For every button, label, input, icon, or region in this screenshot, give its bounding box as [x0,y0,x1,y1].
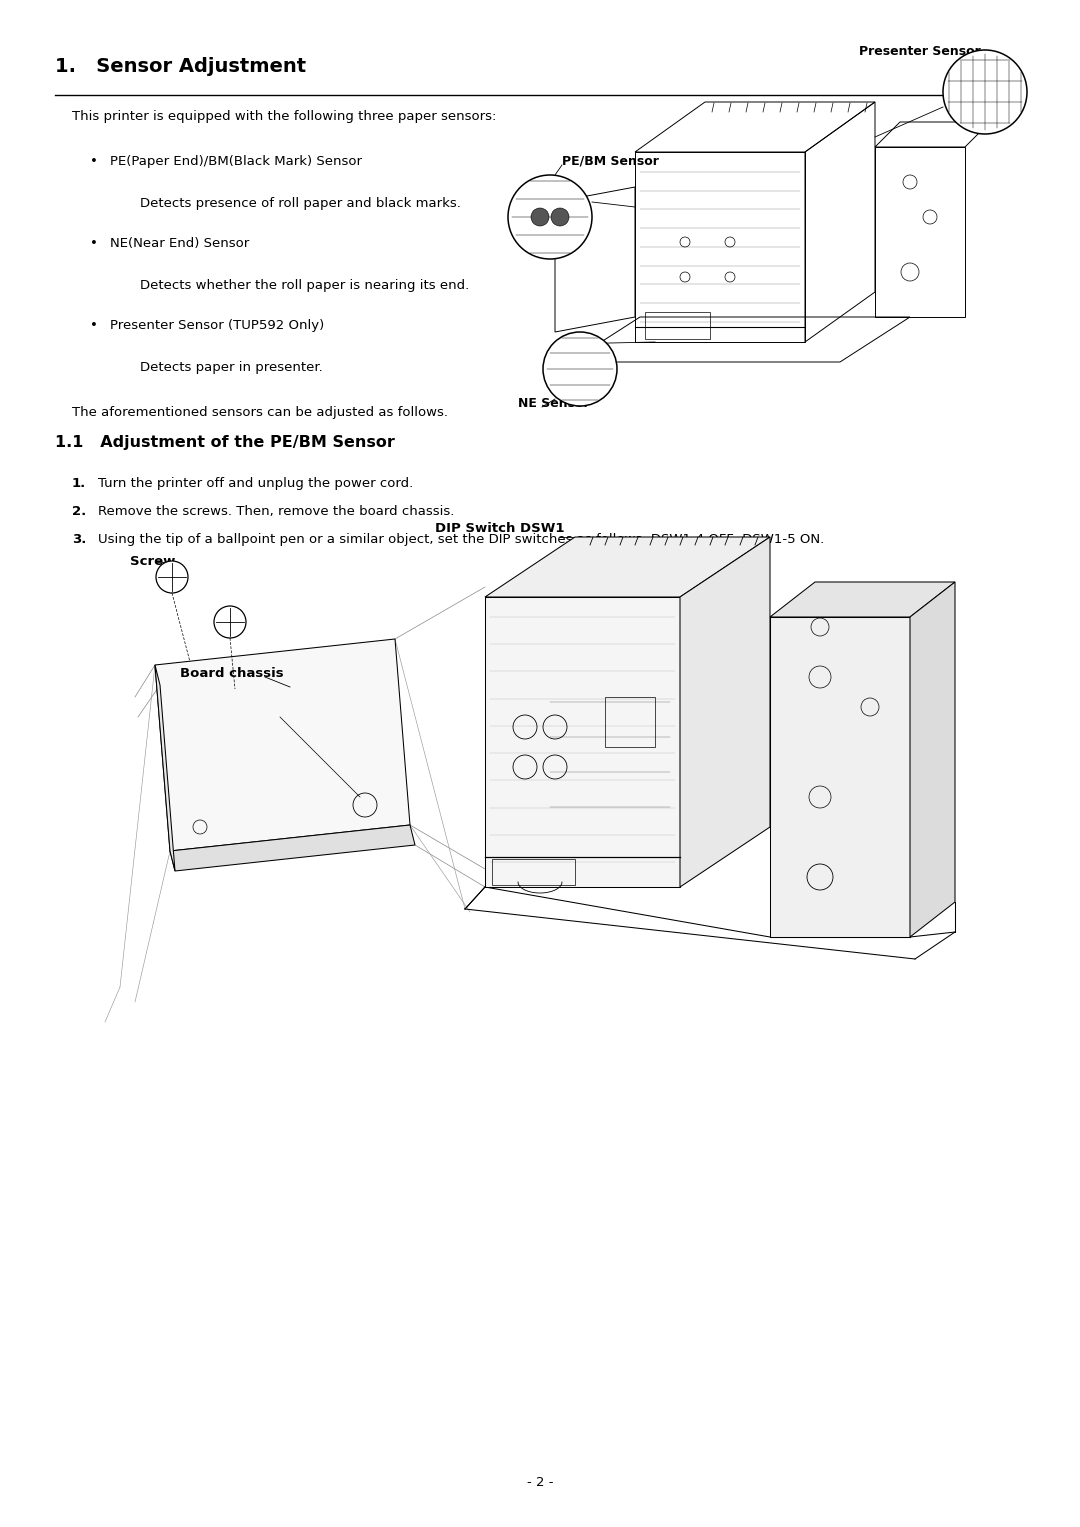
Polygon shape [910,582,955,938]
Text: •: • [90,237,98,250]
Text: Turn the printer off and unplug the power cord.: Turn the printer off and unplug the powe… [98,476,414,490]
Polygon shape [770,617,910,938]
Circle shape [156,560,188,592]
Text: This printer is equipped with the following three paper sensors:: This printer is equipped with the follow… [72,110,497,124]
Text: Screw: Screw [130,554,175,568]
Text: Detects presence of roll paper and black marks.: Detects presence of roll paper and black… [140,197,461,211]
Text: The aforementioned sensors can be adjusted as follows.: The aforementioned sensors can be adjust… [72,406,448,418]
Polygon shape [170,825,415,870]
Text: PE(Paper End)/BM(Black Mark) Sensor: PE(Paper End)/BM(Black Mark) Sensor [110,156,362,168]
Text: •: • [90,319,98,331]
Text: Board chassis: Board chassis [180,667,284,680]
Text: •: • [90,156,98,168]
Text: Presenter Sensor (TUP592 Only): Presenter Sensor (TUP592 Only) [110,319,324,331]
Text: - 2 -: - 2 - [527,1477,553,1489]
Text: NE(Near End) Sensor: NE(Near End) Sensor [110,237,249,250]
Polygon shape [485,538,770,597]
Text: 1.   Sensor Adjustment: 1. Sensor Adjustment [55,56,306,76]
Polygon shape [485,597,680,887]
Circle shape [214,606,246,638]
Text: DIP Switch DSW1: DIP Switch DSW1 [435,522,565,534]
Circle shape [543,331,617,406]
Text: NE Sensor: NE Sensor [518,397,590,411]
Circle shape [508,176,592,260]
Text: Detects whether the roll paper is nearing its end.: Detects whether the roll paper is nearin… [140,279,469,292]
Text: Using the tip of a ballpoint pen or a similar object, set the DIP switches as fo: Using the tip of a ballpoint pen or a si… [98,533,824,547]
Circle shape [531,208,549,226]
Circle shape [943,50,1027,134]
Text: PE/BM Sensor: PE/BM Sensor [562,156,659,168]
Circle shape [551,208,569,226]
Text: Presenter Sensor: Presenter Sensor [859,44,981,58]
Text: 2.: 2. [72,505,86,518]
Polygon shape [156,638,410,851]
Polygon shape [770,582,955,617]
Text: Remove the screws. Then, remove the board chassis.: Remove the screws. Then, remove the boar… [98,505,455,518]
Text: 3.: 3. [72,533,86,547]
Text: Detects paper in presenter.: Detects paper in presenter. [140,360,323,374]
Text: 1.: 1. [72,476,86,490]
Text: 1.1   Adjustment of the PE/BM Sensor: 1.1 Adjustment of the PE/BM Sensor [55,435,395,450]
Polygon shape [156,664,175,870]
Polygon shape [680,538,770,887]
